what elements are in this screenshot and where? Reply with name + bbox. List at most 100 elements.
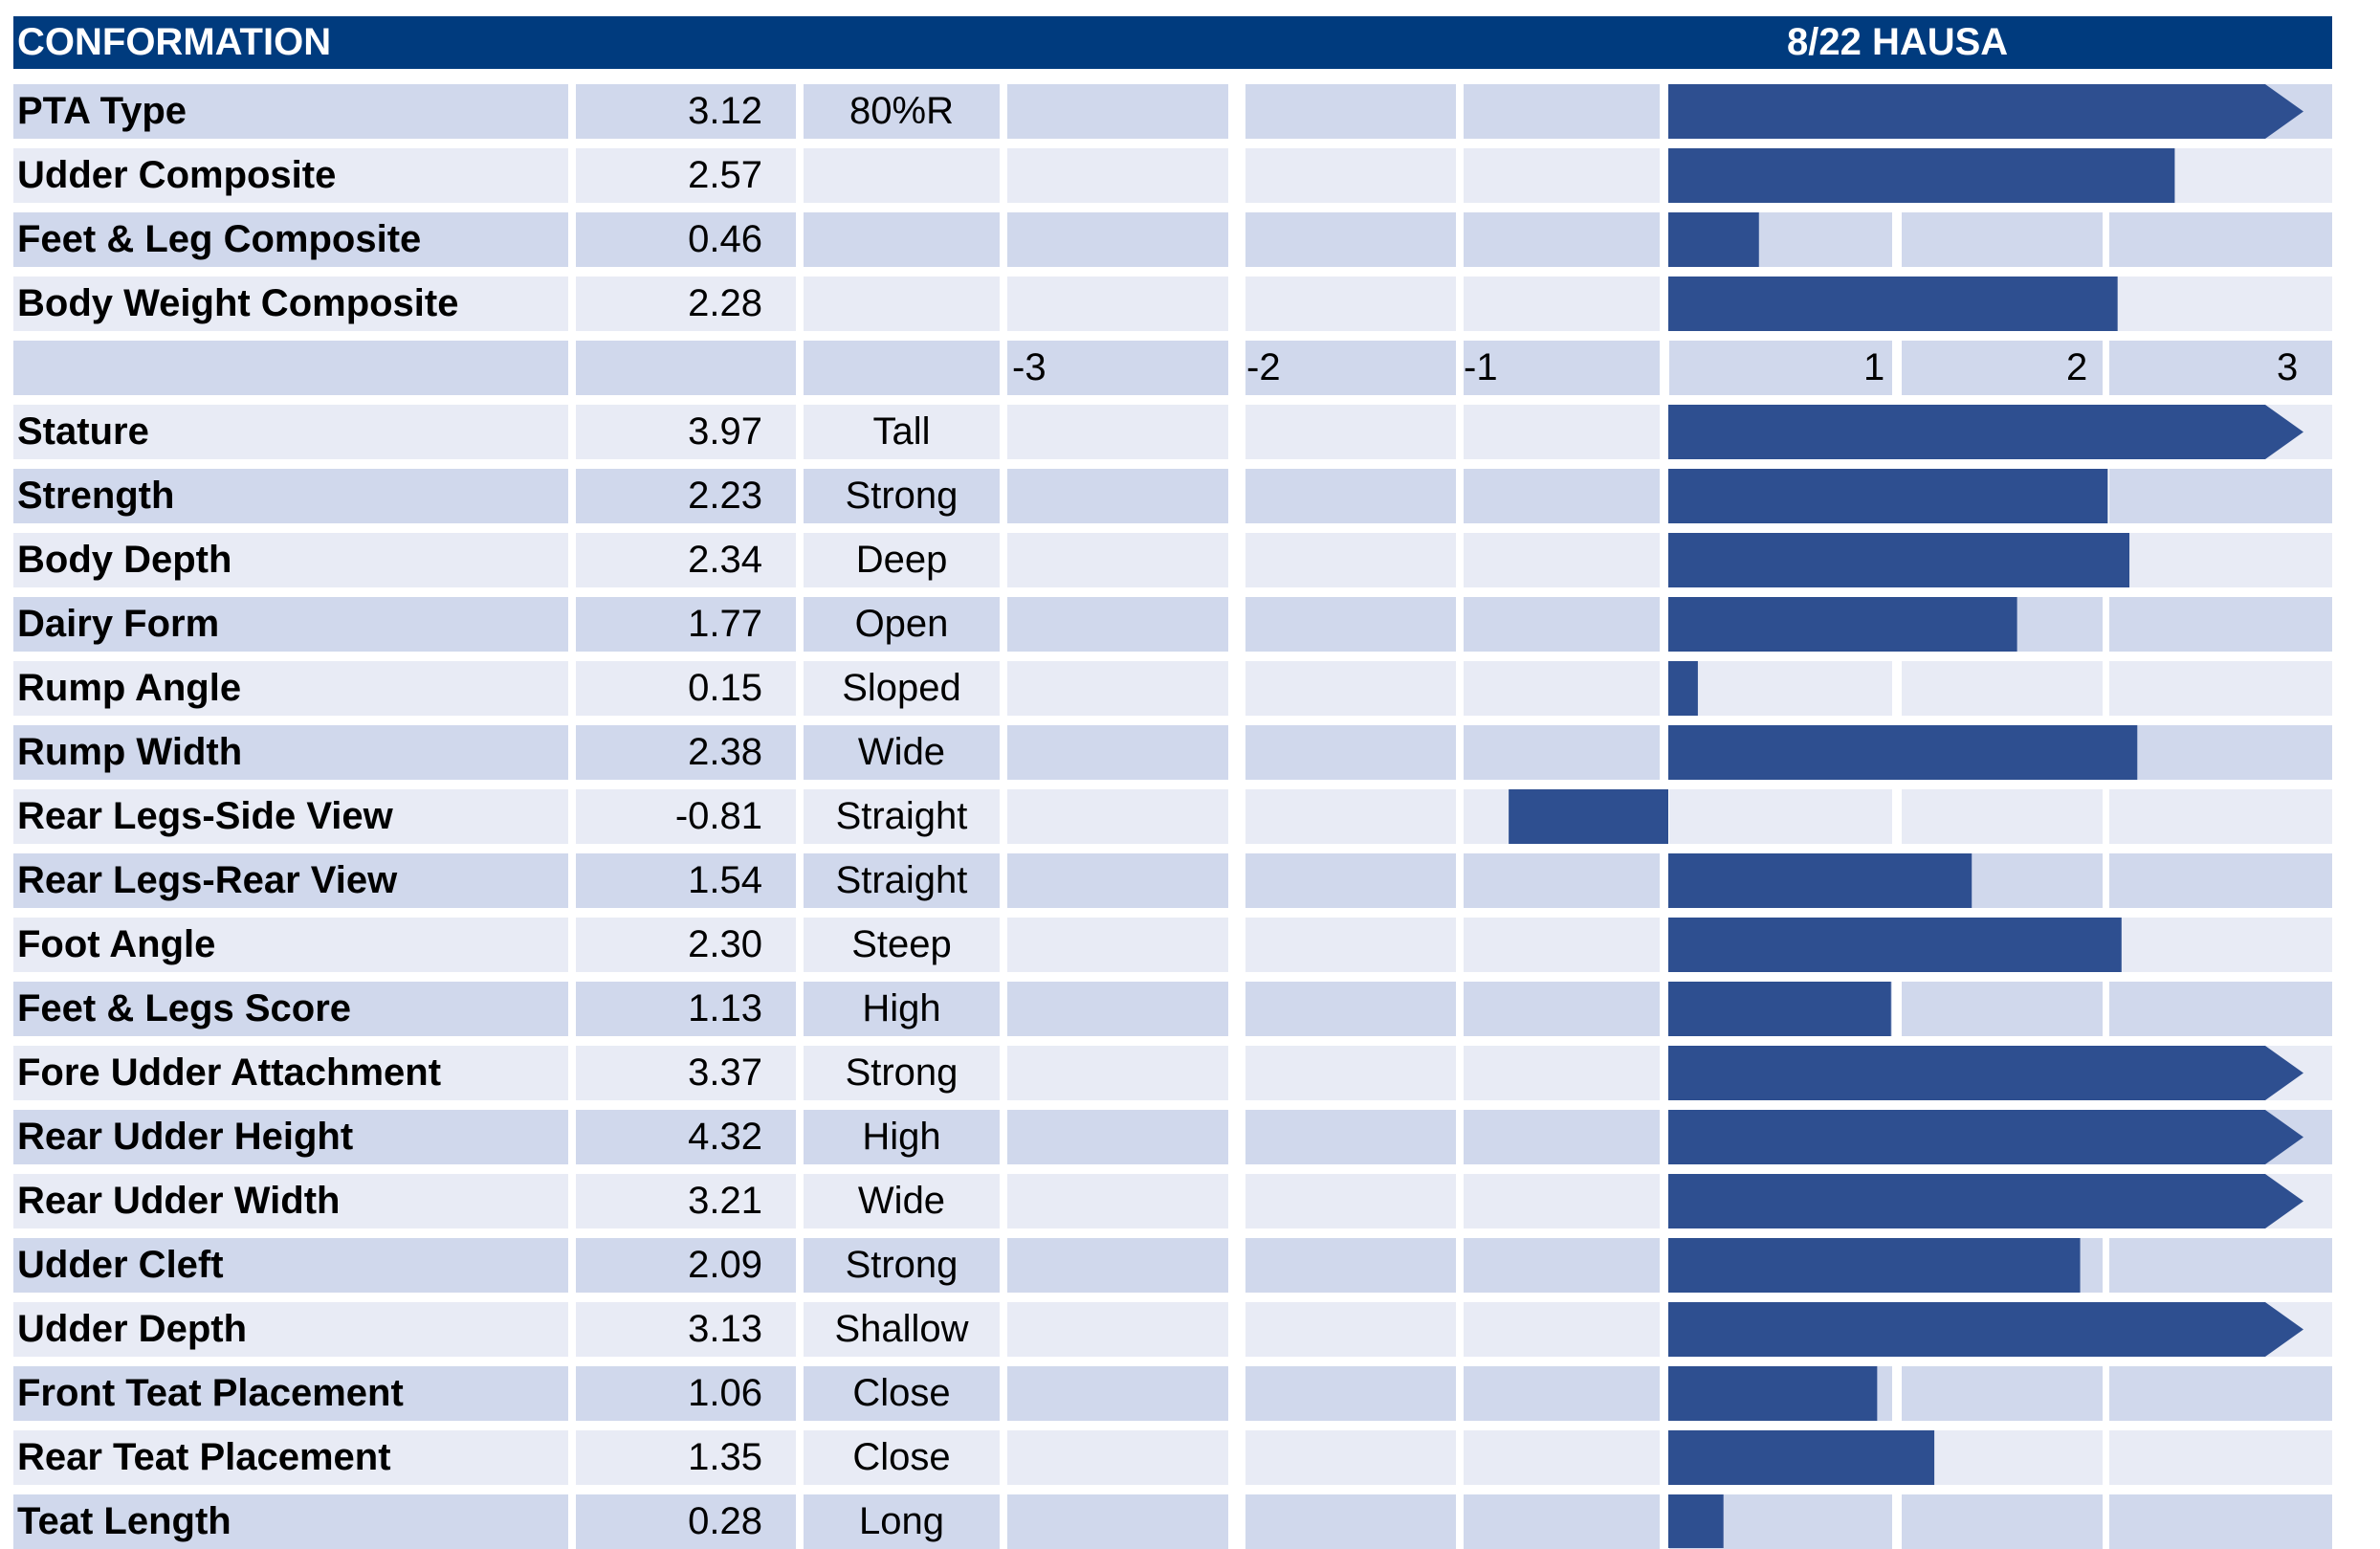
row-cell (1007, 661, 1228, 716)
trait-descriptor: Sloped (842, 667, 961, 709)
row-cell (804, 1302, 1000, 1357)
header-bar (13, 16, 2332, 69)
row-cell (1464, 597, 1660, 652)
trait-descriptor: Straight (835, 859, 968, 901)
row-cell (576, 277, 796, 331)
row-cell (1464, 725, 1660, 780)
row-cell (2109, 341, 2332, 395)
row-cell (1464, 533, 1660, 587)
row-cell (1464, 1110, 1660, 1164)
trait-value: 1.77 (688, 603, 762, 645)
row-cell (576, 84, 796, 139)
trait-descriptor: Strong (845, 475, 959, 517)
row-cell (2109, 1430, 2332, 1485)
row-cell (804, 982, 1000, 1036)
trait-descriptor: Close (852, 1372, 951, 1414)
row-cell (1245, 1494, 1456, 1549)
x-tick-label: 2 (2066, 346, 2088, 388)
trait-descriptor: Wide (857, 1180, 946, 1222)
row-cell (1464, 212, 1660, 267)
row-cell (804, 341, 1000, 395)
row-cell (13, 1238, 568, 1293)
composite-bar (1668, 148, 2175, 203)
trait-value: 0.15 (688, 667, 762, 709)
trait-label: Rump Angle (17, 667, 242, 709)
x-tick-label: -1 (1464, 346, 1498, 388)
row-cell (804, 405, 1000, 459)
trait-bar (1668, 405, 2303, 459)
row-cell (804, 212, 1000, 267)
row-cell (13, 341, 568, 395)
row-cell (1007, 212, 1228, 267)
row-cell (804, 725, 1000, 780)
trait-label: Rear Teat Placement (17, 1436, 391, 1478)
row-cell (1902, 1494, 2103, 1549)
row-cell (1902, 789, 2103, 844)
row-cell (1007, 341, 1228, 395)
row-cell (2109, 853, 2332, 908)
composite-label: Body Weight Composite (17, 282, 459, 324)
row-cell (1464, 853, 1660, 908)
row-cell (576, 597, 796, 652)
row-cell (1007, 148, 1228, 203)
trait-label: Strength (17, 475, 175, 517)
composite-label: Udder Composite (17, 154, 337, 196)
x-tick-label: -2 (1246, 346, 1281, 388)
trait-descriptor: Straight (835, 795, 968, 837)
row-cell (13, 1302, 568, 1357)
row-cell (1245, 725, 1456, 780)
row-cell (576, 789, 796, 844)
row-cell (576, 982, 796, 1036)
trait-descriptor: Tall (872, 410, 931, 453)
trait-value: 1.06 (688, 1372, 762, 1414)
trait-bar (1668, 533, 2130, 587)
trait-value: 2.09 (688, 1244, 762, 1286)
row-cell (13, 469, 568, 523)
row-cell (13, 1366, 568, 1421)
trait-label: Dairy Form (17, 603, 220, 645)
trait-bar (1668, 853, 1972, 908)
row-cell (13, 212, 568, 267)
composite-label: PTA Type (17, 90, 187, 132)
row-cell (2109, 982, 2332, 1036)
row-cell (1245, 341, 1456, 395)
trait-bar (1668, 918, 2122, 972)
row-cell (1245, 597, 1456, 652)
row-cell (1464, 469, 1660, 523)
trait-bar (1668, 469, 2108, 523)
row-cell (1245, 1110, 1456, 1164)
trait-bar (1668, 982, 1891, 1036)
row-cell (1464, 1430, 1660, 1485)
trait-value: 2.38 (688, 731, 762, 773)
row-cell (1245, 1430, 1456, 1485)
row-cell (804, 853, 1000, 908)
row-cell (1007, 918, 1228, 972)
row-cell (2109, 597, 2332, 652)
trait-bar (1668, 725, 2138, 780)
trait-descriptor: Open (854, 603, 949, 645)
row-cell (2109, 533, 2332, 587)
row-cell (1245, 405, 1456, 459)
trait-label: Udder Cleft (17, 1244, 224, 1286)
row-cell (804, 1174, 1000, 1228)
composite-bar (1668, 277, 2118, 331)
row-cell (1245, 84, 1456, 139)
row-cell (1245, 1366, 1456, 1421)
trait-bar (1668, 1366, 1878, 1421)
row-cell (1902, 661, 2103, 716)
trait-label: Front Teat Placement (17, 1372, 404, 1414)
row-cell (1464, 341, 1660, 395)
row-cell (1245, 277, 1456, 331)
row-cell (13, 84, 568, 139)
row-cell (804, 1366, 1000, 1421)
row-cell (13, 1046, 568, 1100)
trait-descriptor: Steep (851, 923, 952, 965)
row-cell (13, 597, 568, 652)
row-cell (804, 84, 1000, 139)
row-cell (1007, 1238, 1228, 1293)
row-cell (13, 405, 568, 459)
row-cell (576, 1366, 796, 1421)
trait-label: Rump Width (17, 731, 243, 773)
row-cell (1245, 1302, 1456, 1357)
